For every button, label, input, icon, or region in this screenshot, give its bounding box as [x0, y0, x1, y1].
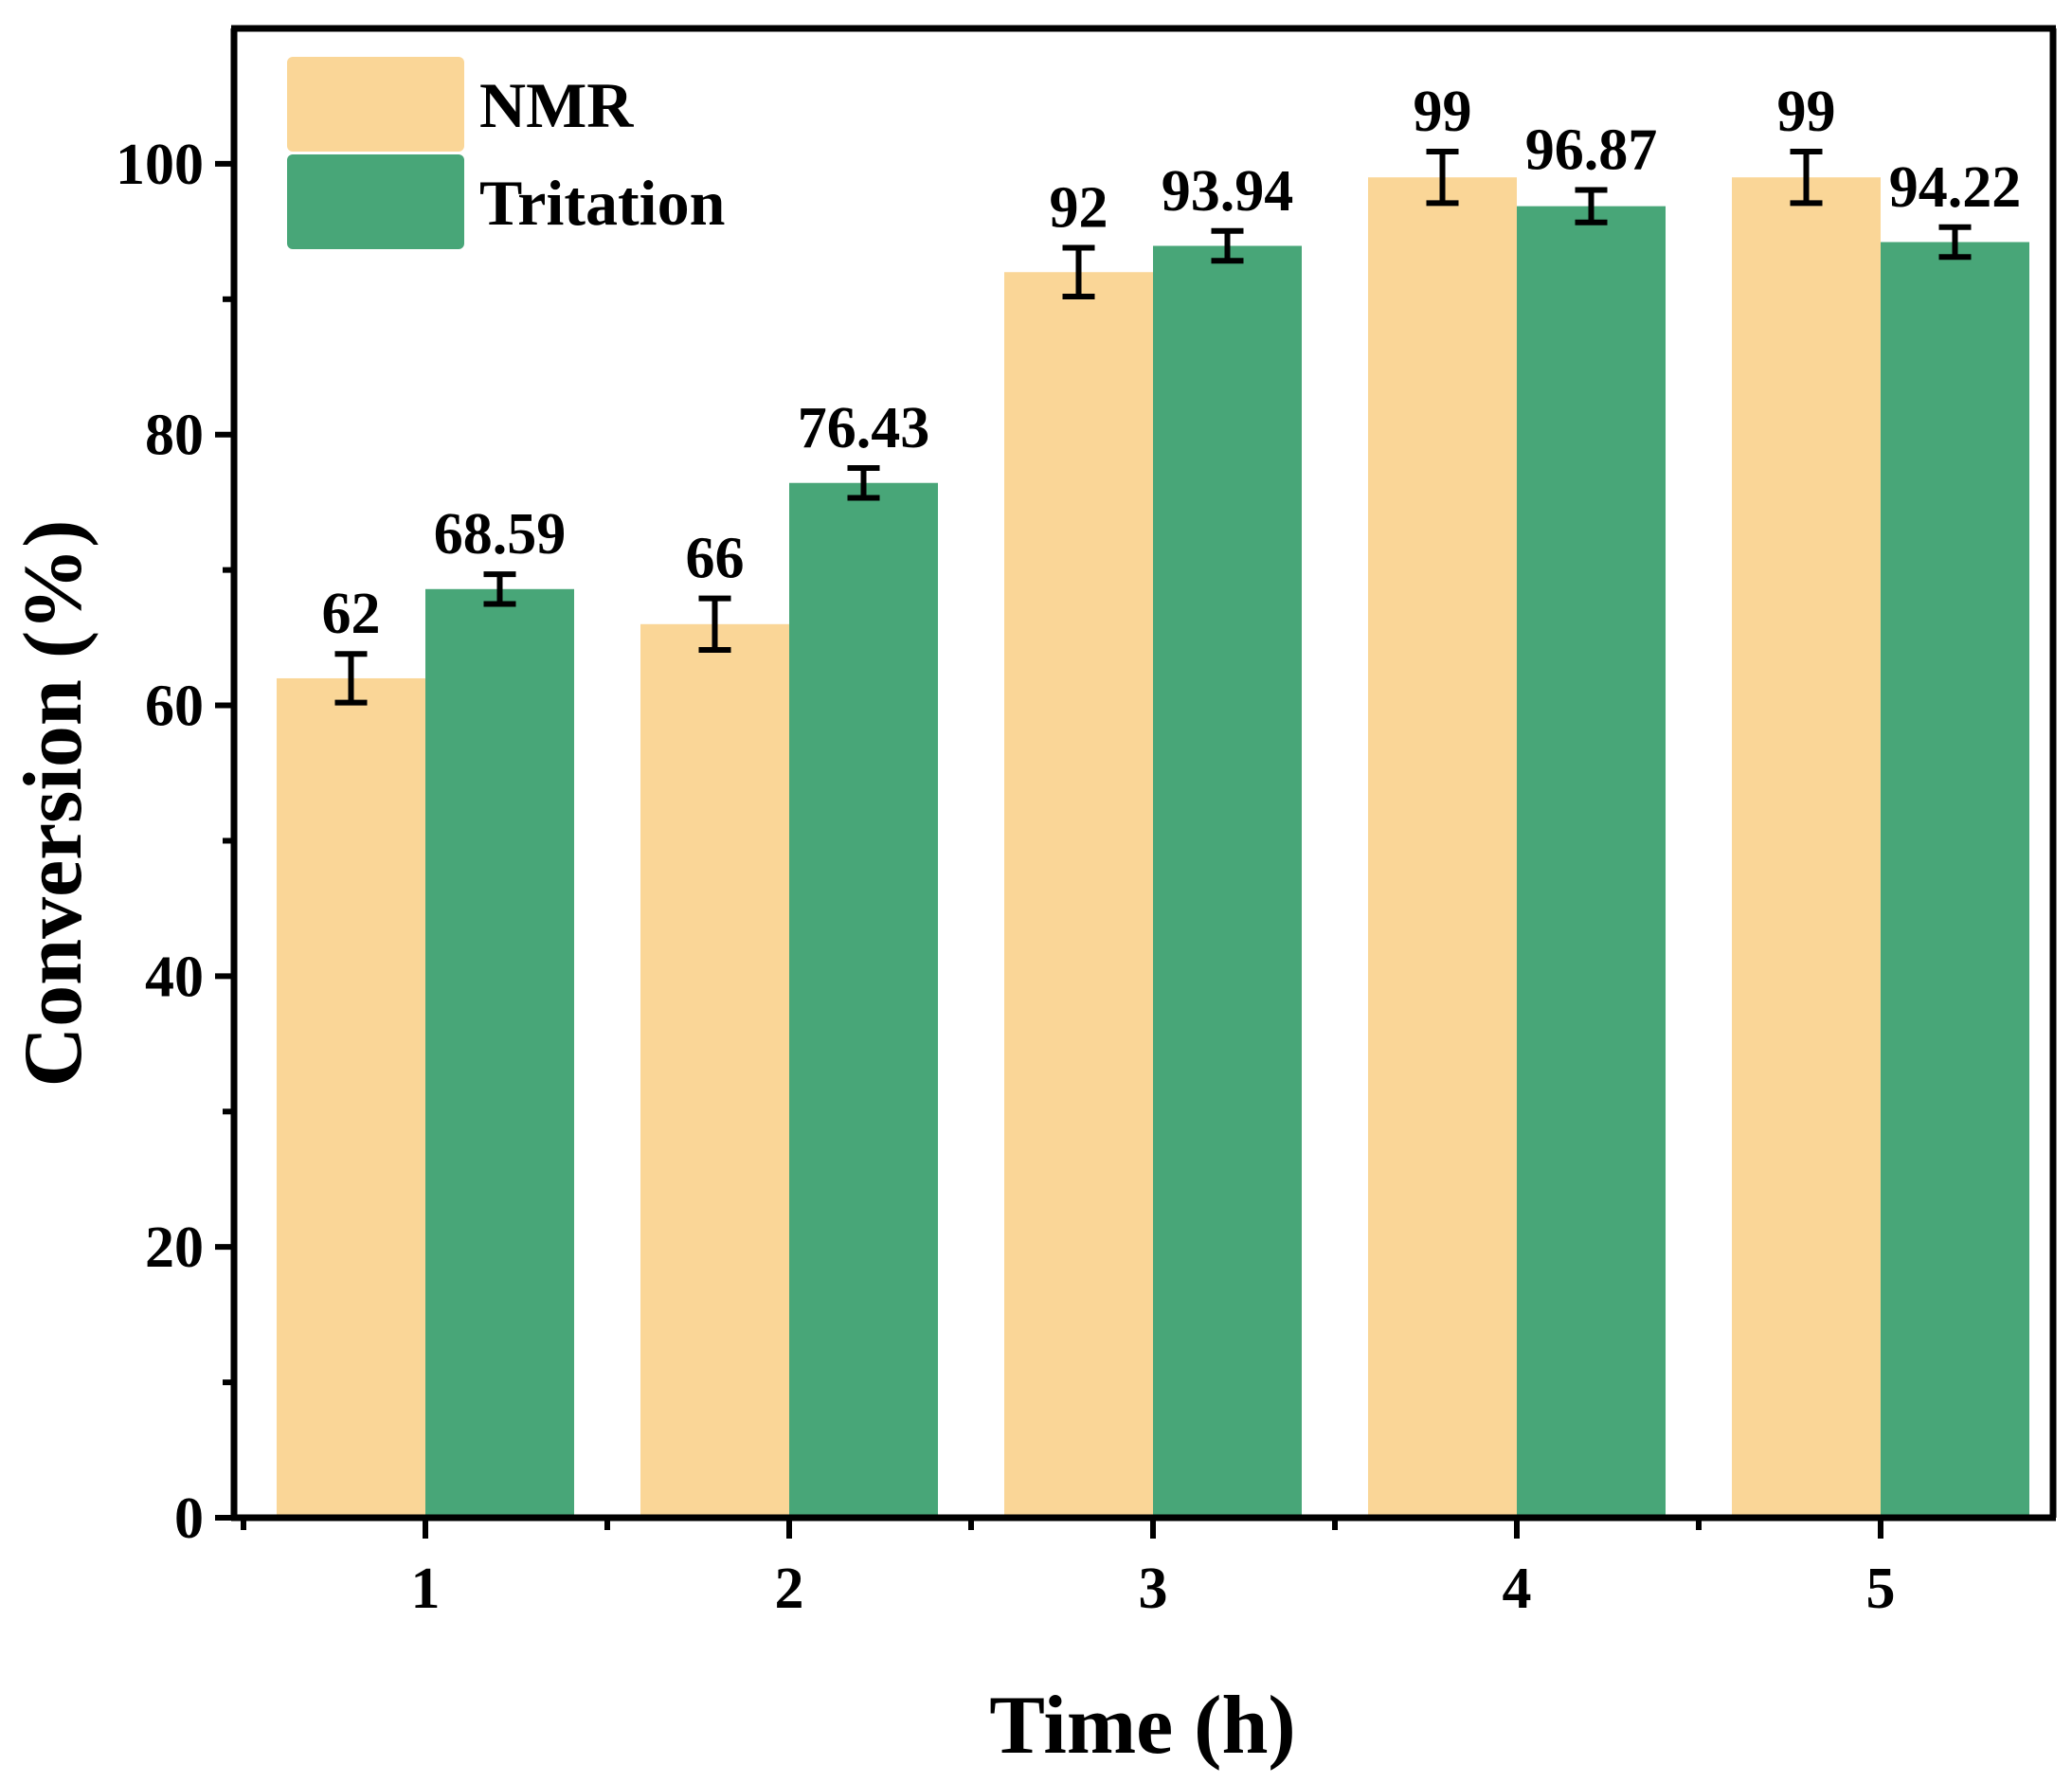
y-axis-title: Conversion (%) [8, 520, 99, 1088]
data-label-nmr-4: 99 [1414, 80, 1472, 144]
bar-nmr-2 [640, 623, 789, 1518]
data-label-nmr-2: 66 [686, 527, 745, 591]
bar-nmr-1 [277, 677, 425, 1518]
errorbars-layer [334, 149, 1972, 706]
legend-swatch-nmr [287, 57, 464, 152]
y-tick-label-60: 60 [145, 675, 204, 739]
legend-label-nmr: NMR [479, 69, 634, 141]
legend-swatch-tritation [287, 154, 464, 249]
data-label-tritation-5: 94.22 [1889, 155, 2022, 220]
x-tick-label-3: 3 [1139, 1557, 1168, 1621]
axes-layer: 0 20 40 60 80 100 1 2 3 4 5 [116, 25, 2057, 1621]
data-label-nmr-1: 62 [322, 582, 381, 646]
x-tick-label-5: 5 [1866, 1557, 1896, 1621]
bar-nmr-3 [1004, 272, 1153, 1519]
bar-tritation-1 [425, 588, 574, 1518]
legend: NMR Tritation [287, 57, 725, 249]
data-label-nmr-3: 92 [1050, 176, 1108, 241]
y-tick-label-100: 100 [116, 133, 204, 197]
y-tick-label-0: 0 [174, 1486, 204, 1551]
bars-layer [277, 177, 2029, 1519]
x-tick-label-4: 4 [1503, 1557, 1532, 1621]
data-label-tritation-4: 96.87 [1525, 117, 1658, 182]
data-label-nmr-5: 99 [1777, 80, 1836, 144]
y-tick-label-20: 20 [145, 1216, 204, 1280]
data-labels-layer: 62 66 92 99 99 68.59 76.43 93.94 96.87 94.22 [322, 80, 2022, 646]
y-tick-label-80: 80 [145, 404, 204, 468]
x-tick-label-2: 2 [775, 1557, 804, 1621]
bar-nmr-4 [1368, 177, 1517, 1519]
bar-tritation-2 [789, 482, 938, 1518]
bar-nmr-5 [1732, 177, 1881, 1519]
x-tick-label-1: 1 [411, 1557, 441, 1621]
bar-tritation-5 [1881, 242, 2029, 1519]
x-axis-title: Time (h) [989, 1680, 1295, 1772]
y-tick-label-40: 40 [145, 945, 204, 1009]
bar-tritation-4 [1517, 206, 1666, 1518]
data-label-tritation-2: 76.43 [798, 396, 930, 460]
data-label-tritation-3: 93.94 [1162, 159, 1294, 224]
bar-tritation-3 [1153, 245, 1302, 1519]
data-label-tritation-1: 68.59 [434, 502, 567, 567]
legend-label-tritation: Tritation [479, 167, 725, 239]
